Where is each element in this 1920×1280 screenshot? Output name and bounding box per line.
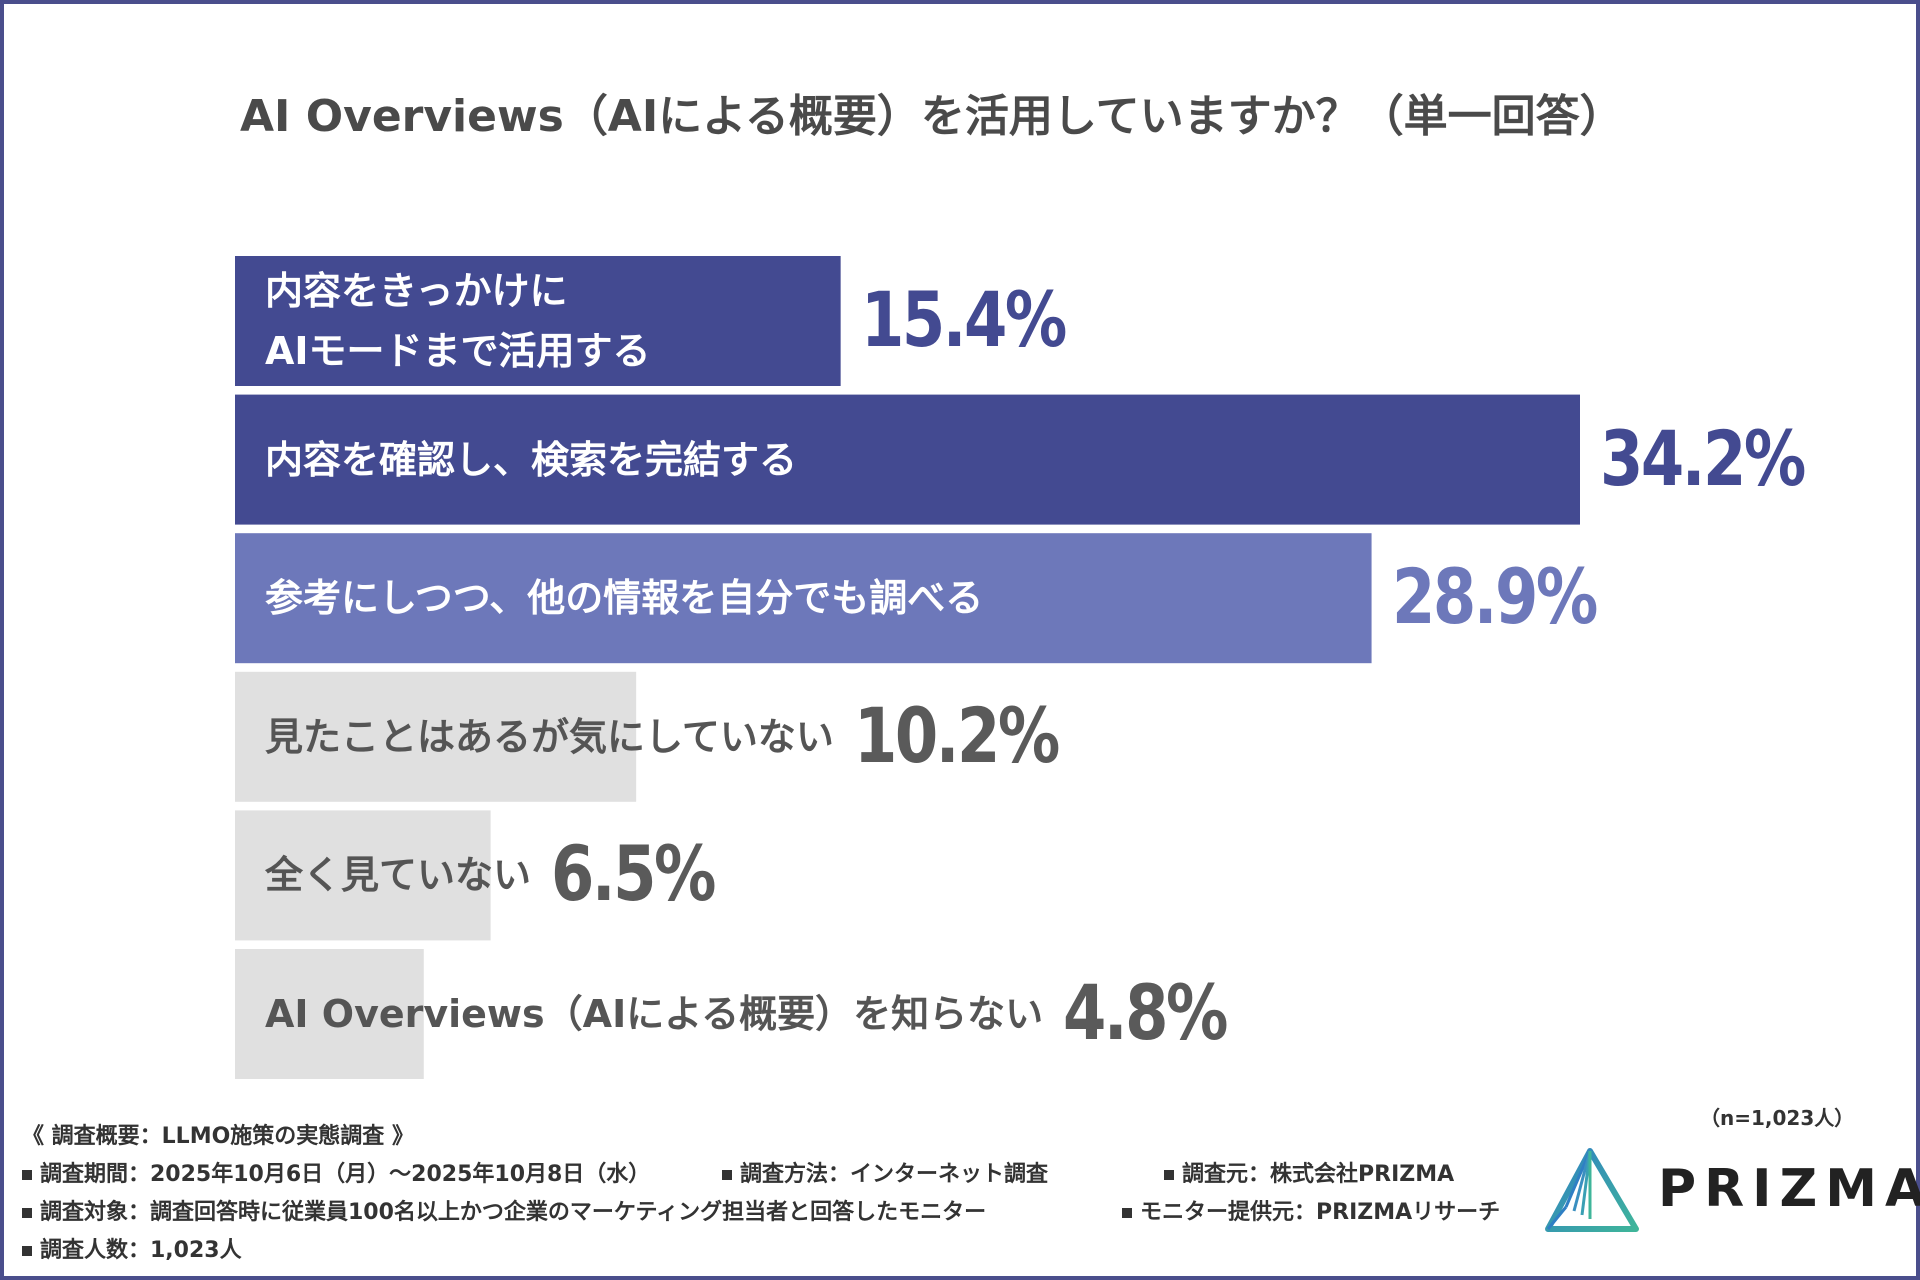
bar-label-2: 内容を確認し、検索を完結する <box>265 437 798 482</box>
bullet-square-icon <box>22 1246 32 1256</box>
bar-label-3: 参考にしつつ、他の情報を自分でも調べる <box>265 576 984 621</box>
bullet-square-icon <box>722 1170 732 1180</box>
bar-label-5: 全く見ていない <box>265 853 532 898</box>
bar-6 <box>235 949 424 1079</box>
prism-triangle-icon <box>1545 1148 1639 1232</box>
bar-label-4: 見たことはあるが気にしていない <box>265 714 834 759</box>
survey-source: 調査元：株式会社PRIZMA <box>1164 1156 1454 1188</box>
bar-label-6: AI Overviews（AIによる概要）を知らない <box>265 992 1044 1036</box>
bar-value-6: 4.8% <box>1063 968 1228 1057</box>
survey-count: 調査人数：1,023人 <box>22 1232 242 1264</box>
bar-label-1: 内容をきっかけに AIモードまで活用する <box>265 269 651 373</box>
chart-title: AI Overviews（AIによる概要）を活用していますか？（単一回答） <box>240 91 1624 142</box>
bar-value-1: 15.4% <box>860 275 1067 364</box>
sample-size-note: （n=1,023人） <box>1700 1106 1855 1130</box>
bar-value-5: 6.5% <box>551 829 716 919</box>
survey-target: 調査対象：調査回答時に従業員100名以上かつ企業のマーケティング担当者と回答した… <box>22 1194 986 1226</box>
survey-summary-heading: 《 調査概要：LLMO施策の実態調査 》 <box>22 1124 414 1149</box>
bar-3 <box>235 533 1372 664</box>
logo-text: PRIZMA <box>1658 1159 1920 1219</box>
bar-2 <box>235 394 1580 525</box>
bar-value-2: 34.2% <box>1600 413 1806 503</box>
bullet-square-icon <box>22 1170 32 1180</box>
prizma-logo: PRIZMA <box>1540 1145 1920 1235</box>
survey-period: 調査期間：2025年10月6日（月）～2025年10月8日（水） <box>22 1156 650 1188</box>
survey-provider: モニター提供元：PRIZMAリサーチ <box>1122 1194 1500 1226</box>
survey-method: 調査方法：インターネット調査 <box>722 1156 1048 1188</box>
bullet-square-icon <box>1122 1208 1132 1218</box>
bullet-square-icon <box>1164 1170 1174 1180</box>
bar-5 <box>235 810 491 941</box>
bar-value-3: 28.9% <box>1391 552 1598 642</box>
bullet-square-icon <box>22 1208 32 1218</box>
bar-4 <box>235 671 637 802</box>
bar-1 <box>235 256 841 386</box>
bar-value-4: 10.2% <box>853 690 1060 780</box>
